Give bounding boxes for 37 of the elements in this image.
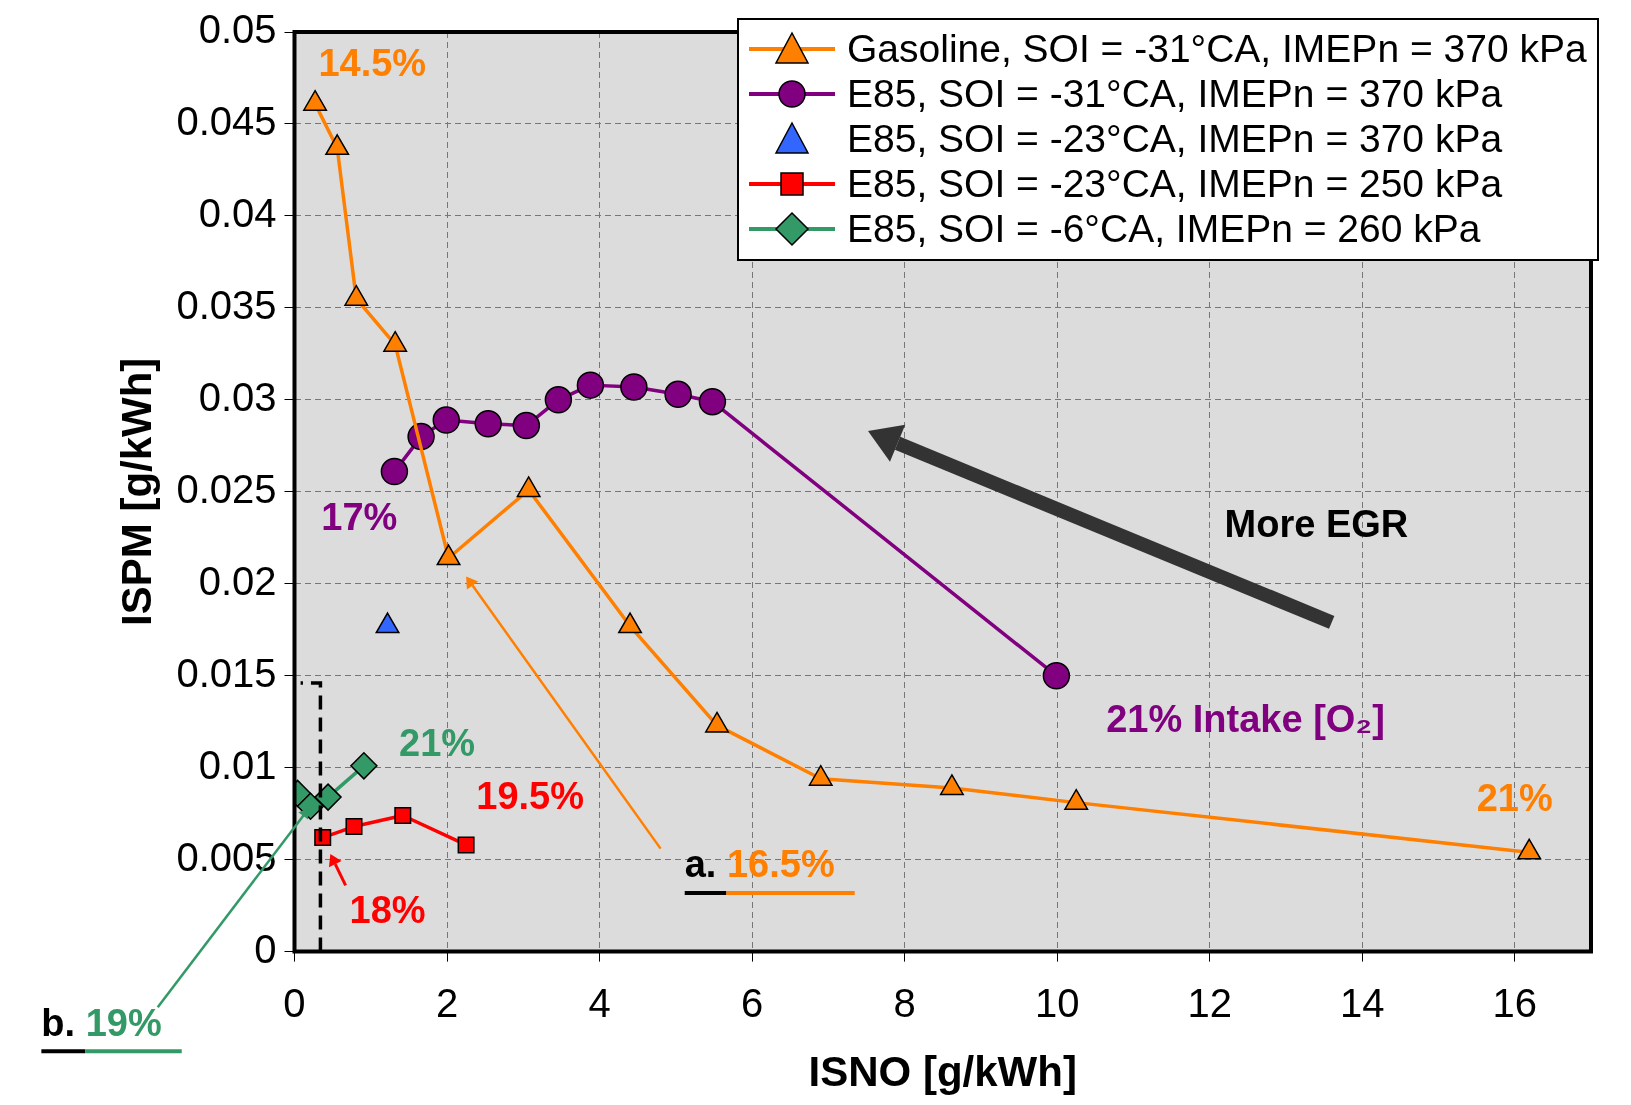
annotation: 21% Intake [O₂] [1106,698,1385,741]
x-tick-label: 12 [1187,980,1232,1025]
annotation: 19.5% [476,775,585,818]
y-tick-label: 0.04 [198,190,277,235]
y-tick-label: 0.005 [176,834,277,879]
legend-label: Gasoline, SOI = -31°CA, IMEPn = 370 kPa [847,26,1587,71]
annotation: 14.5% [318,41,427,84]
x-tick-label: 6 [740,980,764,1025]
annotation: 21% [399,722,476,765]
y-tick-label: 0.01 [198,742,277,787]
legend-label: E85, SOI = -23°CA, IMEPn = 250 kPa [847,161,1503,206]
x-tick-label: 16 [1492,980,1537,1025]
annotation: 17% [321,495,398,538]
x-tick-label: 4 [588,980,611,1025]
annotation: More EGR [1224,503,1409,546]
legend-label: E85, SOI = -31°CA, IMEPn = 370 kPa [847,71,1503,116]
legend-label: E85, SOI = -23°CA, IMEPn = 370 kPa [847,116,1503,161]
x-tick-label: 14 [1339,980,1385,1025]
y-tick-label: 0.025 [176,466,277,511]
x-tick-label: 0 [283,980,306,1025]
annotation: 21% [1476,777,1553,820]
y-tick-label: 0.035 [176,282,277,327]
x-tick-label: 8 [893,980,916,1025]
y-tick-label: 0.05 [198,7,277,52]
annotation: b. 19% [41,1001,162,1044]
y-tick-label: 0.015 [176,650,277,695]
legend-label: E85, SOI = -6°CA, IMEPn = 260 kPa [847,206,1481,251]
y-axis-title: ISPM [g/kWh] [112,357,160,626]
annotation: 18% [349,889,426,932]
y-tick-label: 0.02 [198,558,277,603]
y-tick-label: 0.03 [198,374,277,419]
y-tick-label: 0 [254,926,277,971]
x-tick-label: 2 [435,980,459,1025]
annotation: a. 16.5% [684,843,835,886]
y-tick-label: 0.045 [176,98,277,143]
x-axis-title: ISNO [g/kWh] [808,1048,1077,1096]
x-tick-label: 10 [1034,980,1080,1025]
